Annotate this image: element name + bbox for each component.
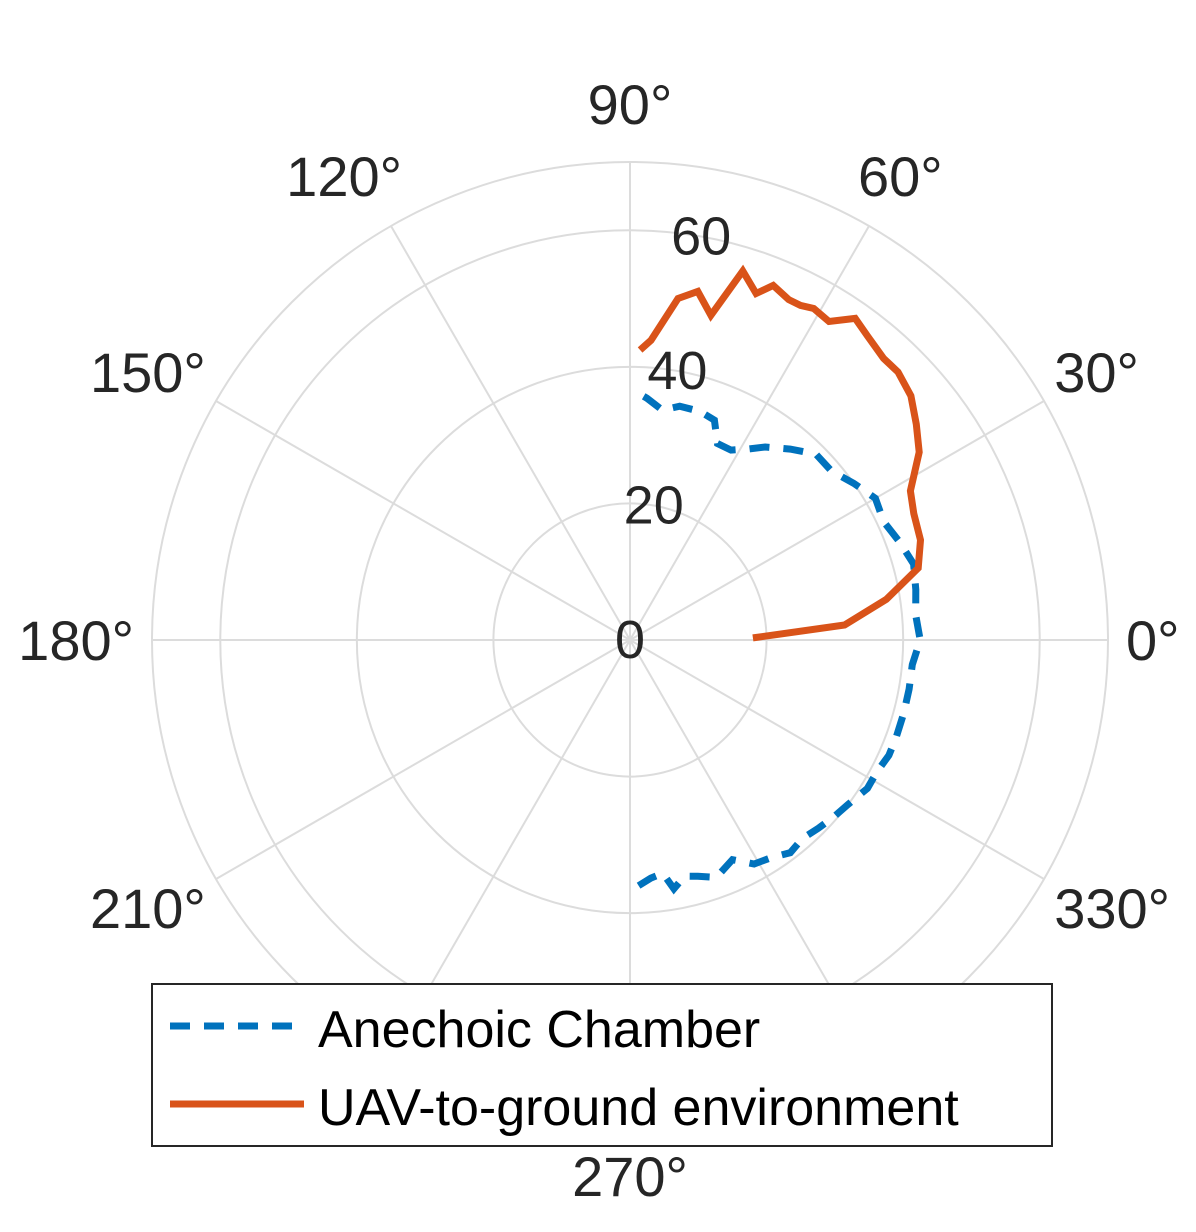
series-line-1 (637, 264, 925, 642)
grid-spoke-60 (629, 225, 870, 641)
series-line-0 (632, 387, 924, 895)
series-layer (632, 264, 925, 895)
grid-spoke-120 (390, 225, 631, 641)
legend-label-uav-to-ground: UAV-to-ground environment (318, 1079, 959, 1137)
theta-tick-label: 30° (1054, 341, 1139, 404)
grid-spoke-30 (629, 400, 1045, 641)
tick-labels: 0° 30° 60° 90° 120° 150° 180° 210° 270° 330° 0 20 40… (18, 73, 1179, 1208)
theta-tick-label: 90° (588, 73, 673, 136)
r-tick-label: 60 (671, 207, 731, 267)
theta-tick-label: 180° (18, 609, 134, 672)
r-tick-label: 20 (624, 476, 684, 536)
theta-tick-label: 150° (90, 341, 206, 404)
theta-tick-label: 210° (90, 877, 206, 940)
grid-spoke-210 (215, 639, 631, 880)
legend-box (151, 983, 1053, 1147)
legend-label-anechoic-chamber: Anechoic Chamber (318, 1001, 760, 1059)
legend: Anechoic Chamber UAV-to-ground environme… (151, 983, 1053, 1147)
theta-tick-label: 0° (1126, 609, 1180, 672)
r-tick-label: 0 (615, 610, 645, 670)
r-tick-label: 40 (647, 341, 707, 401)
theta-tick-label: 60° (858, 145, 943, 208)
theta-tick-label: 270° (572, 1145, 688, 1208)
theta-tick-label: 330° (1054, 877, 1170, 940)
grid-spoke-330 (629, 639, 1045, 880)
grid-spoke-150 (215, 400, 631, 641)
theta-tick-label: 120° (286, 145, 402, 208)
